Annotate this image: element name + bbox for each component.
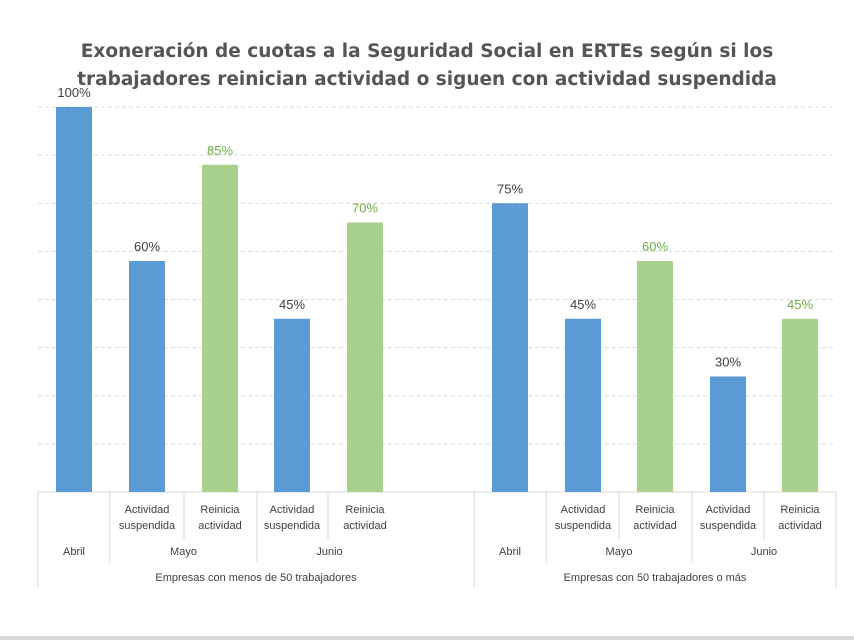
- category-label-line-2: suspendida: [119, 520, 176, 532]
- category-label-line-2: actividad: [343, 520, 386, 532]
- chart-title: Exoneración de cuotas a la Seguridad Soc…: [0, 38, 854, 94]
- category-label-line-2: actividad: [633, 520, 676, 532]
- category-label-line-2: suspendida: [264, 520, 321, 532]
- group-label: Empresas con menos de 50 trabajadores: [155, 572, 357, 584]
- data-label: 60%: [642, 239, 668, 254]
- chart-title-line-1: Exoneración de cuotas a la Seguridad Soc…: [80, 41, 774, 62]
- category-label-line-1: Actividad: [125, 504, 170, 516]
- month-label: Mayo: [606, 546, 633, 558]
- data-label: 45%: [787, 297, 813, 312]
- data-label: 85%: [207, 143, 233, 158]
- data-label: 45%: [570, 297, 596, 312]
- category-label-line-1: Actividad: [561, 504, 606, 516]
- data-label: 60%: [134, 239, 160, 254]
- bar-suspendida: [129, 261, 165, 492]
- bar-reinicia: [637, 261, 673, 492]
- bar-suspendida: [274, 318, 310, 492]
- data-label: 70%: [352, 201, 378, 216]
- bar-suspendida: [565, 318, 601, 492]
- month-label: Junio: [751, 546, 777, 558]
- category-label-line-1: Reinicia: [635, 504, 675, 516]
- category-label-line-1: Reinicia: [345, 504, 385, 516]
- month-label: Junio: [316, 546, 342, 558]
- month-label: Abril: [63, 546, 85, 558]
- chart-title-line-2: trabajadores reinician actividad o sigue…: [77, 69, 777, 90]
- data-label: 30%: [715, 355, 741, 370]
- category-label-line-2: suspendida: [700, 520, 757, 532]
- bar-suspendida: [492, 203, 528, 492]
- page-bottom-divider: [0, 636, 854, 640]
- category-label-line-1: Actividad: [270, 504, 315, 516]
- category-label-line-2: actividad: [778, 520, 821, 532]
- category-label-line-2: suspendida: [555, 520, 612, 532]
- month-label: Abril: [499, 546, 521, 558]
- data-label: 100%: [57, 85, 91, 100]
- bar-suspendida: [56, 107, 92, 492]
- category-label-line-1: Reinicia: [200, 504, 240, 516]
- data-label: 45%: [279, 297, 305, 312]
- data-label: 75%: [497, 181, 523, 196]
- category-label-line-2: actividad: [198, 520, 241, 532]
- bar-reinicia: [202, 164, 238, 492]
- bar-reinicia: [782, 318, 818, 492]
- bar-reinicia: [347, 222, 383, 492]
- category-label-line-1: Reinicia: [780, 504, 820, 516]
- bar-suspendida: [710, 376, 746, 492]
- category-label-line-1: Actividad: [706, 504, 751, 516]
- group-label: Empresas con 50 trabajadores o más: [564, 572, 747, 584]
- month-label: Mayo: [170, 546, 197, 558]
